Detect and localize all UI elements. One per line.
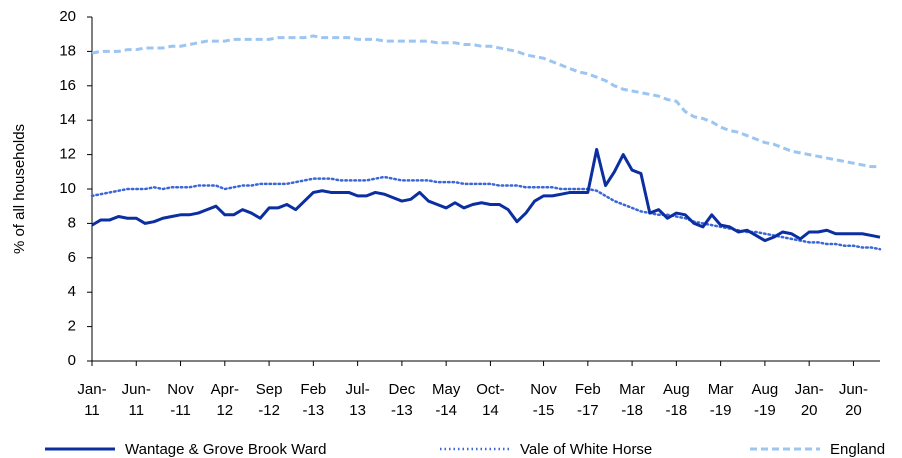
x-tick-label: Mar -18 — [619, 381, 645, 419]
y-tick-label: 10 — [59, 180, 76, 197]
legend-label: Wantage & Grove Brook Ward — [125, 441, 326, 458]
x-tick-label: Feb -13 — [300, 381, 327, 419]
y-tick-label: 12 — [59, 146, 76, 163]
y-tick-label: 6 — [68, 249, 76, 266]
y-tick-label: 16 — [59, 77, 76, 94]
legend-label: Vale of White Horse — [520, 441, 652, 458]
legend-label: England — [830, 441, 885, 458]
y-tick-label: 4 — [68, 283, 76, 300]
x-tick-label: Feb -17 — [574, 381, 601, 419]
x-tick-label: Jun- 20 — [838, 381, 869, 419]
x-tick-label: Aug -19 — [751, 381, 779, 419]
y-axis-label: % of all households — [11, 124, 28, 254]
x-tick-label: May -14 — [431, 381, 461, 419]
x-tick-label: Nov -11 — [167, 381, 194, 419]
x-tick-label: Oct- 14 — [476, 381, 505, 419]
x-tick-label: Aug -18 — [663, 381, 690, 419]
y-tick-label: 18 — [59, 42, 76, 59]
x-tick-label: Jan- 20 — [794, 381, 824, 419]
x-tick-label: Jun- 11 — [121, 381, 151, 419]
y-tick-label: 20 — [59, 8, 76, 25]
x-tick-label: Nov -15 — [530, 381, 557, 419]
x-tick-label: Jul- 13 — [345, 381, 370, 419]
y-tick-label: 2 — [68, 318, 76, 335]
x-tick-label: Mar -19 — [707, 381, 734, 419]
series-line — [91, 147, 881, 243]
series-line — [91, 34, 880, 169]
x-tick-label: Dec -13 — [388, 381, 416, 419]
x-tick-label: Jan- 11 — [77, 381, 107, 419]
x-tick-label: Sep -12 — [255, 381, 283, 419]
y-tick-label: 14 — [59, 111, 76, 128]
y-tick-label: 8 — [68, 214, 76, 231]
y-tick-label: 0 — [68, 352, 76, 369]
x-tick-label: Apr- 12 — [210, 381, 239, 419]
